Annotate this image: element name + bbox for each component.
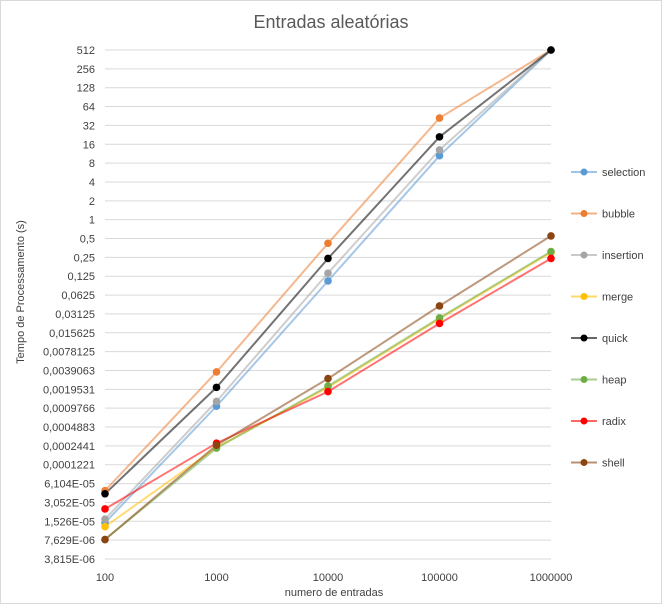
data-point-quick — [547, 46, 555, 54]
data-point-insertion — [212, 397, 221, 406]
data-point-radix — [101, 505, 109, 513]
y-tick-label: 16 — [83, 139, 95, 151]
data-point-quick — [101, 489, 109, 498]
legend-label-insertion: insertion — [602, 250, 644, 262]
data-point-quick — [212, 383, 221, 392]
y-tick-label: 8 — [89, 158, 95, 170]
legend-label-selection: selection — [602, 167, 645, 179]
x-axis-ticks: 100 1000 10000 100000 1000000 — [96, 572, 573, 584]
y-tick-label: 3,052E-05 — [44, 497, 95, 509]
y-tick-label: 0,0001221 — [43, 460, 95, 472]
data-point-selection — [435, 151, 444, 160]
y-tick-label: 4 — [89, 177, 95, 189]
y-tick-label: 512 — [77, 45, 95, 57]
data-point-merge — [101, 522, 109, 531]
y-tick-label: 6,104E-05 — [44, 479, 95, 491]
data-point-bubble — [212, 368, 221, 376]
y-axis-title: Tempo de Processamento (s) — [15, 220, 27, 364]
x-tick-label: 100000 — [421, 572, 458, 584]
legend-label-radix: radix — [602, 416, 626, 428]
x-tick-label: 1000000 — [530, 572, 573, 584]
data-point-quick — [435, 133, 444, 141]
data-point-quick — [324, 254, 332, 263]
legend-marker-insertion — [580, 251, 588, 259]
data-point-shell — [435, 302, 444, 310]
data-point-insertion — [101, 515, 109, 523]
x-tick-label: 10000 — [313, 572, 344, 584]
data-point-shell — [212, 441, 221, 450]
y-tick-label: 7,629E-06 — [44, 535, 95, 547]
legend-label-heap: heap — [602, 375, 626, 387]
data-point-heap — [324, 382, 332, 390]
y-tick-label: 0,0009766 — [43, 403, 95, 415]
legend-marker-merge — [580, 293, 588, 300]
legend-marker-selection — [580, 168, 588, 176]
data-point-heap — [547, 247, 555, 256]
data-point-shell — [324, 374, 332, 383]
y-tick-label: 0,0019531 — [43, 384, 95, 396]
legend-label-bubble: bubble — [602, 209, 635, 221]
y-tick-label: 2 — [89, 196, 95, 208]
series-lines — [101, 46, 555, 544]
y-tick-label: 1,526E-05 — [44, 516, 95, 528]
data-point-radix — [547, 254, 555, 263]
legend: selection bubble insertion merge quick heap ra… — [571, 167, 645, 470]
data-point-shell — [101, 535, 109, 544]
y-tick-label: 0,125 — [67, 271, 95, 283]
y-tick-label: 0,015625 — [49, 328, 95, 340]
y-tick-label: 0,0002441 — [43, 441, 95, 453]
legend-marker-quick — [580, 334, 588, 342]
chart-title: Entradas aleatórias — [253, 12, 408, 32]
y-tick-label: 1 — [89, 215, 95, 227]
legend-label-merge: merge — [602, 292, 633, 304]
y-tick-label: 0,5 — [80, 234, 95, 246]
legend-marker-bubble — [580, 210, 588, 217]
y-tick-label: 32 — [83, 120, 95, 132]
y-tick-label: 0,03125 — [55, 309, 95, 321]
y-tick-label: 128 — [77, 83, 95, 95]
y-tick-label: 64 — [83, 102, 95, 114]
y-tick-label: 0,25 — [74, 252, 95, 264]
legend-label-quick: quick — [602, 333, 628, 345]
x-tick-label: 100 — [96, 572, 114, 584]
legend-marker-shell — [580, 459, 588, 466]
y-tick-label: 3,815E-06 — [44, 554, 95, 566]
data-point-insertion — [324, 269, 332, 277]
data-point-bubble — [435, 114, 444, 122]
data-point-radix — [435, 319, 444, 328]
data-point-insertion — [435, 146, 444, 154]
y-tick-label: 0,0004883 — [43, 422, 95, 434]
data-point-shell — [547, 232, 555, 240]
legend-marker-heap — [580, 376, 588, 383]
y-tick-label: 0,0625 — [61, 290, 95, 302]
data-point-selection — [324, 277, 332, 285]
legend-label-shell: shell — [602, 458, 625, 470]
y-tick-label: 0,0078125 — [43, 347, 95, 359]
series-line-selection — [104, 49, 552, 524]
x-axis-title: numero de entradas — [285, 587, 384, 599]
y-tick-label: 256 — [77, 64, 95, 76]
data-point-bubble — [324, 239, 332, 248]
data-point-radix — [324, 387, 332, 396]
data-point-heap — [435, 314, 444, 322]
y-tick-label: 0,0039063 — [43, 365, 95, 377]
legend-marker-radix — [580, 417, 588, 425]
y-axis-ticks: 3,815E-06 7,629E-06 1,526E-05 3,052E-05 6,10… — [43, 45, 95, 566]
x-tick-label: 1000 — [204, 572, 228, 584]
